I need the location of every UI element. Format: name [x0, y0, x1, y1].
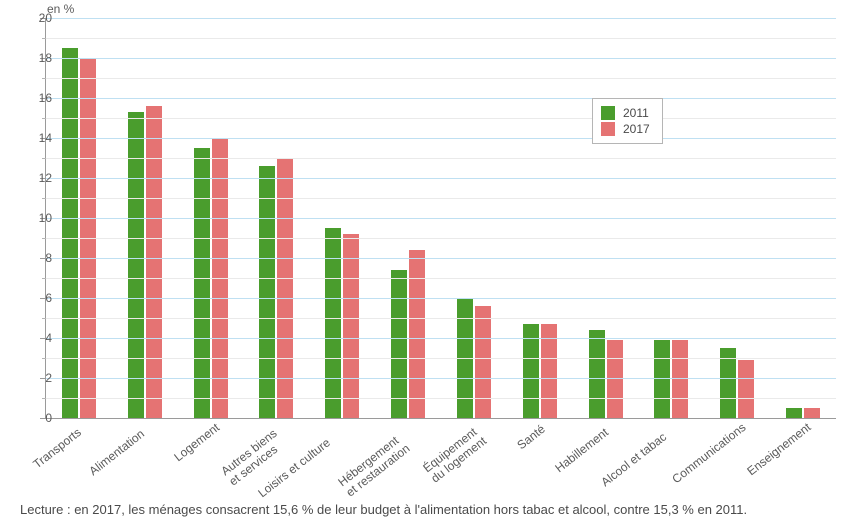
x-tick-label: Santé [515, 423, 548, 453]
y-tick [42, 118, 46, 119]
legend-swatch [601, 106, 615, 120]
x-tick-label: Communications [670, 421, 749, 486]
gridline-major [46, 258, 836, 259]
bar-2011 [589, 330, 605, 418]
x-tick-label: Habillement [553, 426, 611, 475]
bar-2017 [409, 250, 425, 418]
y-tick [42, 38, 46, 39]
y-tick [42, 158, 46, 159]
bar-2011 [391, 270, 407, 418]
gridline-major [46, 178, 836, 179]
chart-container: en % 20112017 Lecture : en 2017, les mén… [0, 0, 850, 530]
y-tick [42, 398, 46, 399]
gridline-major [46, 298, 836, 299]
y-tick-label: 14 [12, 131, 52, 145]
bar-2011 [62, 48, 78, 418]
y-tick-label: 4 [12, 331, 52, 345]
bar-2017 [277, 158, 293, 418]
y-tick-label: 18 [12, 51, 52, 65]
y-tick-label: 6 [12, 291, 52, 305]
x-tick-label: Transports [31, 426, 84, 471]
y-tick-label: 20 [12, 11, 52, 25]
bar-2017 [146, 106, 162, 418]
y-tick [42, 318, 46, 319]
gridline-major [46, 138, 836, 139]
bar-2017 [738, 360, 754, 418]
bar-2017 [343, 234, 359, 418]
x-tick-label: Enseignement [745, 421, 814, 479]
y-tick [42, 78, 46, 79]
gridline-major [46, 218, 836, 219]
gridline-major [46, 338, 836, 339]
gridline-minor [46, 198, 836, 199]
y-tick-label: 2 [12, 371, 52, 385]
gridline-minor [46, 238, 836, 239]
gridline-minor [46, 158, 836, 159]
x-tick-label: Alcool et tabac [599, 431, 669, 490]
x-tick-label: Équipement du logement [421, 424, 489, 485]
legend: 2011 2017 [592, 98, 663, 144]
bar-2017 [672, 340, 688, 418]
gridline-major [46, 378, 836, 379]
gridline-minor [46, 78, 836, 79]
legend-label: 2017 [623, 122, 650, 136]
y-tick-label: 0 [12, 411, 52, 425]
gridline-minor [46, 358, 836, 359]
gridline-major [46, 18, 836, 19]
bar-2017 [475, 306, 491, 418]
y-tick [42, 198, 46, 199]
plot-area [45, 18, 836, 419]
y-tick-label: 16 [12, 91, 52, 105]
y-tick [42, 238, 46, 239]
y-tick-label: 10 [12, 211, 52, 225]
y-tick [42, 278, 46, 279]
caption-text: Lecture : en 2017, les ménages consacren… [20, 502, 747, 517]
bar-2011 [259, 166, 275, 418]
bar-2017 [804, 408, 820, 418]
x-tick-label: Hébergement et restauration [336, 432, 413, 500]
gridline-minor [46, 38, 836, 39]
x-tick-label: Alimentation [87, 428, 147, 479]
bar-2011 [654, 340, 670, 418]
gridline-major [46, 58, 836, 59]
legend-swatch [601, 122, 615, 136]
legend-item: 2017 [601, 121, 650, 137]
legend-label: 2011 [623, 106, 649, 120]
gridline-minor [46, 278, 836, 279]
legend-item: 2011 [601, 105, 650, 121]
bar-2011 [786, 408, 802, 418]
bar-2011 [325, 228, 341, 418]
y-tick-label: 8 [12, 251, 52, 265]
gridline-minor [46, 398, 836, 399]
gridline-minor [46, 118, 836, 119]
gridline-major [46, 98, 836, 99]
bar-2017 [607, 340, 623, 418]
x-tick-label: Logement [172, 421, 222, 464]
y-tick [42, 358, 46, 359]
y-tick-label: 12 [12, 171, 52, 185]
gridline-minor [46, 318, 836, 319]
